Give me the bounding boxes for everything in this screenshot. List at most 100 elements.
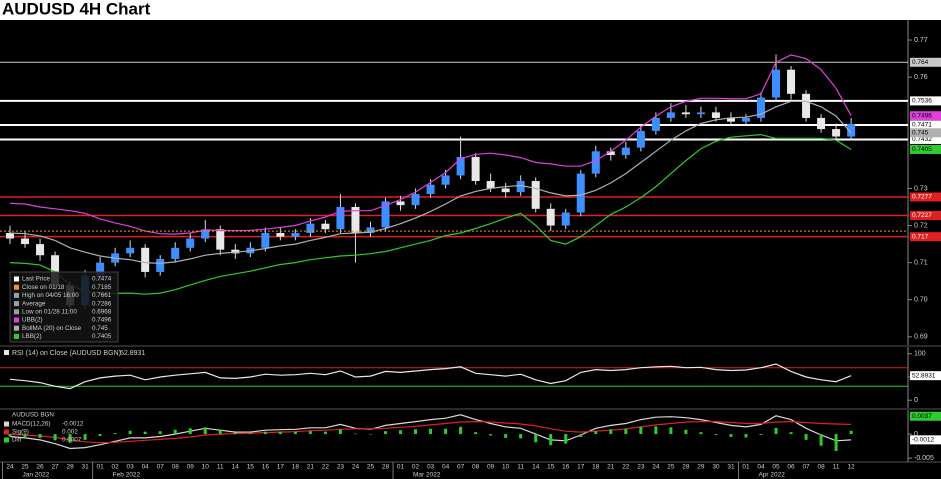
candle-body [621, 147, 630, 156]
candle-body [21, 238, 30, 245]
diff-bar [323, 431, 327, 435]
diff-bar [368, 434, 372, 435]
legend-label: MACD(12,26) [12, 421, 51, 428]
diff-bar [669, 427, 673, 435]
legend-value: 52.8931 [120, 350, 145, 357]
series-tag: 0.7405 [912, 146, 932, 153]
x-tick-label: 26 [36, 464, 44, 471]
candle-body [546, 208, 555, 226]
diff-bar [173, 429, 177, 435]
series-tag: 0.745 [912, 130, 929, 137]
x-tick-label: 02 [412, 464, 420, 471]
legend-value: 0.7661 [92, 292, 112, 299]
candle-body [351, 206, 360, 233]
legend-swatch [14, 309, 19, 315]
x-tick-label: 07 [157, 464, 165, 471]
diff-bar [113, 433, 117, 435]
x-tick-label: 27 [51, 464, 59, 471]
series-tag-bg [910, 435, 941, 445]
candle-body [321, 223, 330, 230]
candle-body [711, 112, 720, 118]
series-tag-bg [910, 144, 941, 154]
legend-value: 0.7474 [92, 276, 112, 283]
candle-body [216, 229, 225, 250]
diff-bar [519, 434, 523, 439]
candle-body [832, 129, 841, 137]
candle-body [651, 117, 660, 131]
x-tick-label: 09 [187, 464, 195, 471]
candle-body [802, 93, 811, 118]
x-tick-label: 08 [817, 464, 825, 471]
legend-label: High on 04/05 16:00 [22, 292, 79, 299]
diff-bar [338, 429, 342, 435]
legend-swatch [14, 276, 19, 282]
y-tick-label: 0.71 [914, 259, 928, 266]
diff-bar [8, 434, 12, 437]
y-tick-label: 0 [914, 431, 918, 438]
y-tick-label: 0.70 [914, 297, 928, 304]
x-tick-label: 30 [712, 464, 720, 471]
legend-label: BollMA (20) on Close [22, 325, 82, 332]
legend-label: Diff [12, 437, 22, 444]
level-tag: 0.7471 [912, 122, 932, 129]
diff-bar [429, 428, 433, 435]
diff-bar [83, 434, 87, 440]
diff-bar [579, 434, 583, 437]
candle-body [787, 69, 796, 94]
diff-bar [624, 428, 628, 435]
x-tick-label: 16 [562, 464, 570, 471]
candle-body [126, 247, 135, 254]
candle-body [186, 238, 195, 248]
diff-bar [534, 434, 538, 443]
x-tick-label: 03 [127, 464, 135, 471]
x-tick-label: 18 [592, 464, 600, 471]
diff-bar [278, 431, 282, 435]
candle-body [696, 112, 705, 115]
x-tick-label: 29 [697, 464, 705, 471]
level-tag: 0.7536 [912, 98, 932, 105]
diff-bar [293, 431, 297, 435]
x-tick-label: 31 [727, 464, 735, 471]
x-tick-label: 02 [112, 464, 120, 471]
x-tick-label: 25 [367, 464, 375, 471]
series-line [9, 420, 852, 444]
x-tick-label: 24 [652, 464, 660, 471]
level-tag-bg [910, 96, 941, 106]
legend-value: -0.0012 [62, 421, 84, 428]
candle-body [456, 156, 465, 176]
legend-swatch [14, 333, 19, 339]
x-tick-label: 08 [472, 464, 480, 471]
candle-body [201, 229, 210, 239]
legend-label: Sig(9) [12, 429, 29, 436]
diff-bar [834, 434, 838, 451]
candle-body [847, 123, 856, 137]
diff-bar [308, 431, 312, 435]
x-tick-label: 04 [442, 464, 450, 471]
x-tick-label: 08 [172, 464, 180, 471]
level-tag-bg [910, 134, 941, 144]
candle-body [606, 151, 615, 156]
candle-body [366, 227, 375, 233]
candle-body [441, 175, 450, 185]
x-tick-label: 31 [81, 464, 89, 471]
diff-bar [68, 434, 72, 443]
legend-label: Average [22, 300, 46, 307]
legend-swatch [14, 292, 19, 298]
diff-bar [744, 434, 748, 438]
candle-body [156, 258, 165, 272]
legend-label: Low on 01/28 11:00 [22, 308, 77, 315]
diff-bar [549, 434, 553, 446]
candle-body [501, 188, 510, 193]
y-tick-label: 0.69 [914, 334, 928, 341]
value-tag-bg [910, 411, 941, 421]
diff-bar [819, 434, 823, 446]
diff-bar [564, 434, 568, 444]
month-label: Feb 2022 [113, 472, 141, 479]
level-tag-bg [910, 120, 941, 130]
x-tick-label: 10 [202, 464, 210, 471]
chart-title: AUDUSD 4H Chart [2, 0, 151, 18]
diff-bar [414, 429, 418, 435]
candle-body [426, 184, 435, 195]
candle-body [516, 181, 525, 193]
